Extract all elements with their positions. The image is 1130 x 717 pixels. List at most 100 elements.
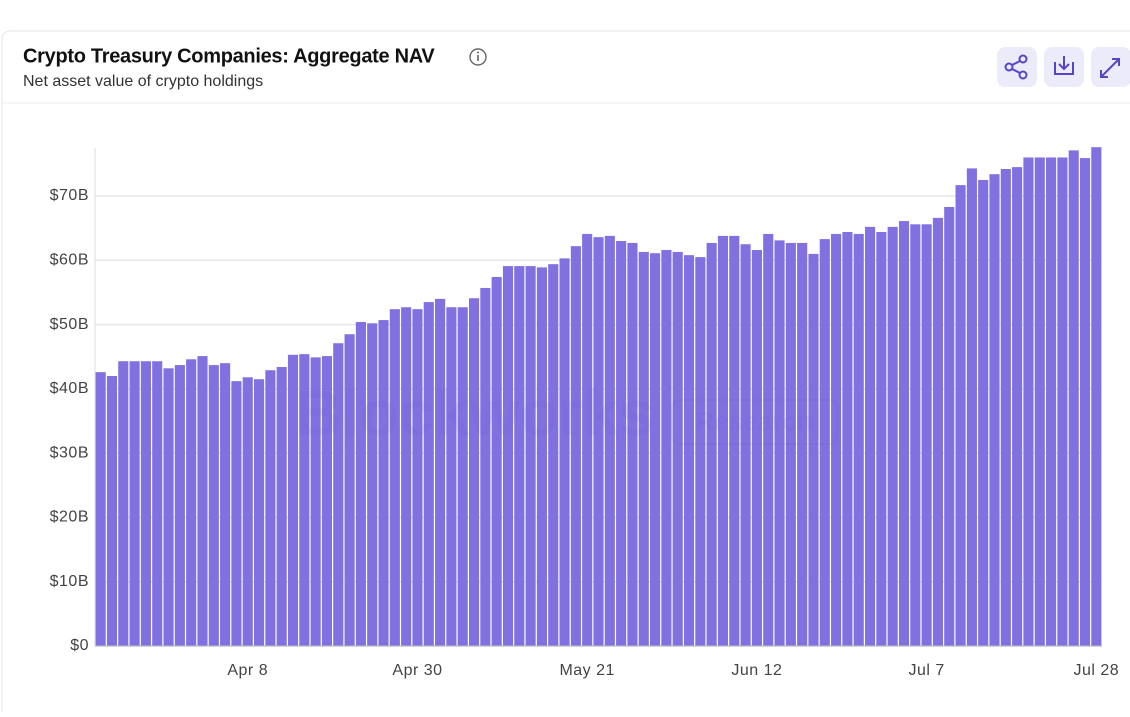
bar [763, 233, 774, 646]
bar [785, 242, 796, 646]
bar [910, 224, 921, 646]
bar [197, 356, 208, 646]
y-tick-label: $50B [50, 316, 89, 333]
bar [129, 361, 140, 646]
watermark-box [671, 399, 838, 445]
bar [672, 251, 683, 646]
bar [683, 255, 695, 646]
x-tick-label: Jun 12 [731, 662, 782, 679]
bar [966, 168, 977, 647]
bar [831, 233, 842, 646]
bar [593, 237, 604, 647]
bar [276, 367, 287, 646]
bar [480, 287, 491, 646]
bar [604, 235, 615, 647]
bar [706, 242, 717, 646]
bar [1012, 167, 1023, 646]
bar [876, 232, 887, 646]
bar [378, 320, 389, 646]
bar [717, 235, 729, 647]
bar [1000, 169, 1011, 647]
watermark-tag: Research [695, 406, 812, 436]
bar [842, 232, 853, 646]
y-tick-label: $20B [50, 509, 89, 526]
bar [299, 354, 310, 646]
bar [808, 253, 819, 646]
bar [412, 309, 423, 646]
bar [1091, 147, 1102, 647]
y-tick-label: $10B [50, 573, 89, 590]
bar [106, 376, 118, 646]
bar [955, 185, 966, 646]
bar [401, 307, 412, 646]
bar [1068, 150, 1079, 647]
bar [695, 257, 706, 646]
bar [333, 343, 344, 646]
chart-subtitle: Net asset value of crypto holdings [23, 73, 263, 90]
x-tick-label: Apr 30 [392, 662, 442, 679]
bar [898, 221, 910, 646]
bar [186, 359, 197, 646]
bar [853, 233, 864, 646]
bar [423, 302, 434, 646]
bar [774, 240, 785, 646]
plot: $0 $10B $20B $30B $40B $50B $60B $70B Apr 8 Apr 3… [50, 147, 1119, 679]
bar [287, 354, 299, 646]
bar [208, 365, 219, 646]
bar [1046, 157, 1057, 646]
bar [650, 253, 661, 646]
info-icon[interactable] [469, 48, 487, 66]
bar [242, 377, 253, 646]
y-tick-label: $0 [70, 637, 89, 654]
x-tick-label: Apr 8 [227, 662, 268, 679]
expand-button[interactable] [1091, 47, 1130, 87]
bar [310, 357, 321, 646]
download-button[interactable] [1044, 47, 1084, 87]
bar [344, 334, 355, 646]
chart-title: Crypto Treasury Companies: Aggregate NAV [23, 45, 435, 67]
bar [932, 217, 943, 647]
bar [514, 266, 525, 646]
bar [152, 361, 163, 646]
bar [525, 266, 536, 646]
x-tick-label: Jul 7 [908, 662, 944, 679]
bar [389, 309, 400, 646]
bar [355, 322, 366, 646]
share-button[interactable] [997, 47, 1037, 87]
bar [638, 251, 649, 646]
bar [95, 372, 106, 646]
watermark-brand: Blockworks [295, 377, 654, 449]
bar [1034, 157, 1045, 646]
y-tick-label: $60B [50, 252, 89, 269]
bar [582, 233, 593, 646]
bar [536, 267, 547, 646]
bar [220, 363, 231, 646]
bar [502, 266, 514, 646]
bar [254, 379, 265, 646]
bar [570, 246, 581, 646]
bar [887, 226, 898, 646]
y-tick-label: $70B [50, 187, 89, 204]
bar [616, 241, 627, 646]
bar [944, 206, 955, 646]
bar [163, 368, 174, 646]
bar [491, 277, 502, 646]
bar [321, 356, 333, 646]
bar [174, 365, 185, 646]
bar [457, 307, 468, 646]
bar [740, 244, 751, 646]
bar [797, 242, 808, 646]
bar [751, 250, 762, 646]
bar [819, 239, 830, 647]
bar [864, 226, 876, 646]
bar [1023, 157, 1034, 646]
y-tick-label: $30B [50, 444, 89, 461]
x-tick-label: May 21 [559, 662, 614, 679]
bar [468, 298, 480, 646]
y-tick-label: $40B [50, 380, 89, 397]
bar [367, 323, 378, 646]
bar [140, 361, 151, 646]
bar [118, 361, 129, 646]
